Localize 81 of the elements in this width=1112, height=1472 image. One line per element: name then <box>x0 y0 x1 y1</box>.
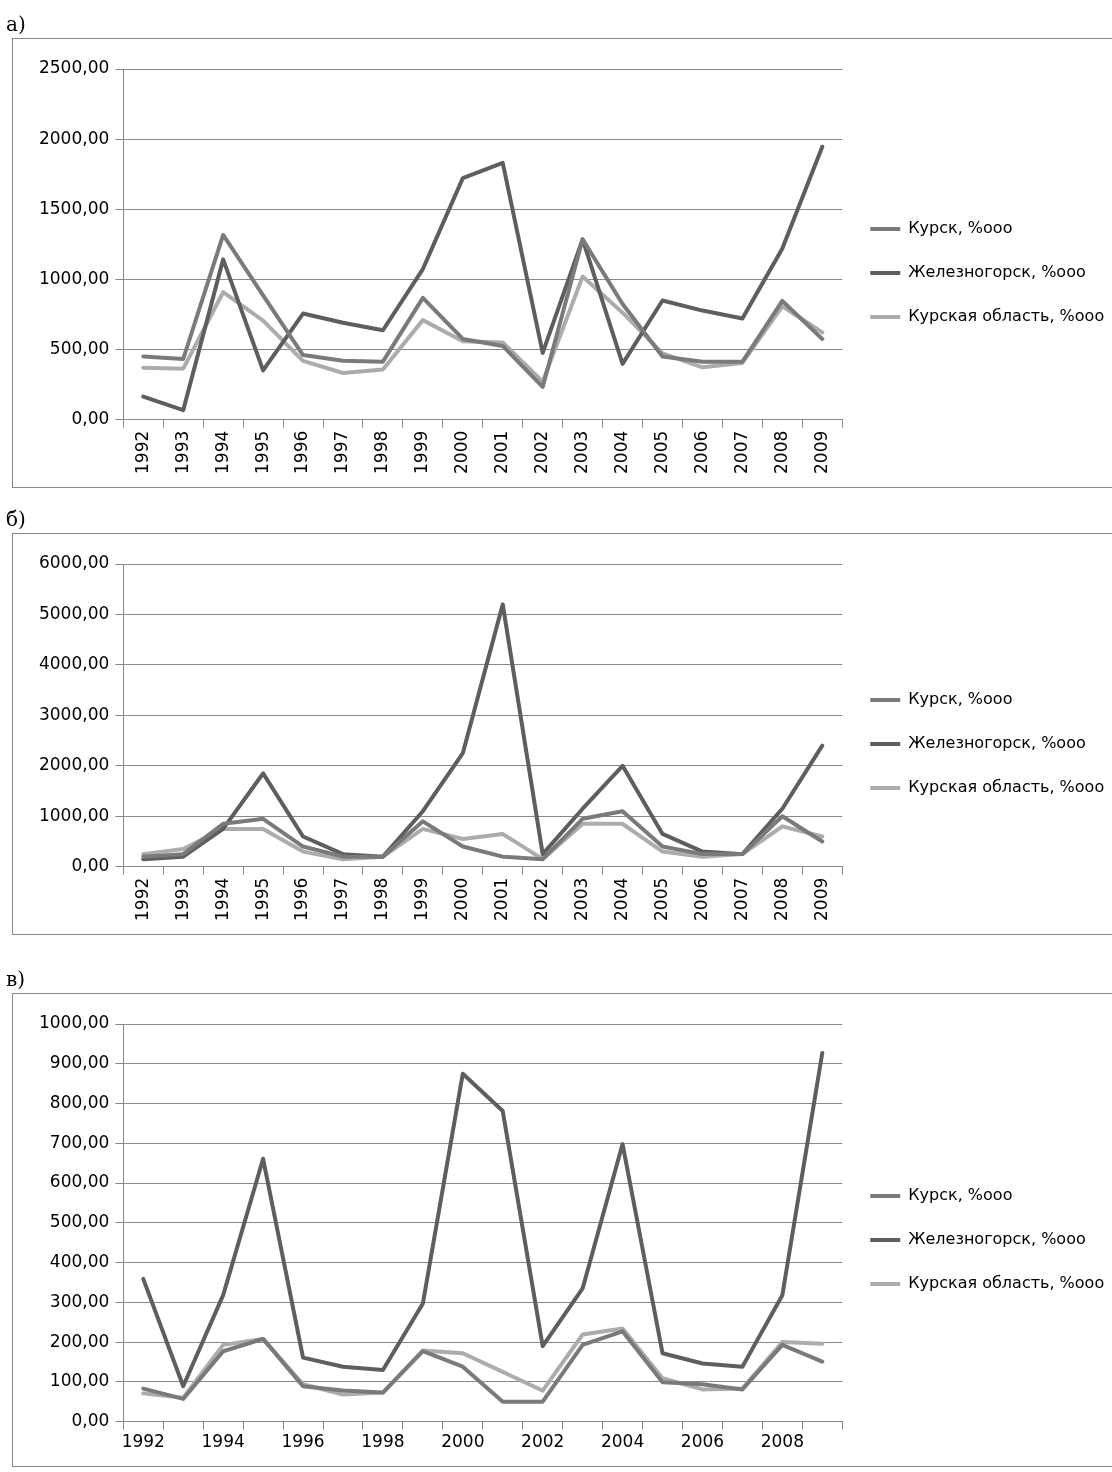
x-tick-label: 2009 <box>810 430 831 474</box>
legend-label: Курская область, %ооо <box>908 1273 1105 1293</box>
x-tick-label: 1992 <box>131 430 152 474</box>
y-tick-label: 5000,00 <box>38 602 110 623</box>
x-tick-label: 1998 <box>371 877 392 921</box>
x-tick-label: 1995 <box>251 877 272 921</box>
x-tick-label: 2000 <box>441 1431 485 1452</box>
x-tick-label: 2000 <box>451 877 472 921</box>
x-tick-label: 1998 <box>371 430 392 474</box>
y-tick-label: 1000,00 <box>38 1012 110 1033</box>
legend-label: Курская область, %ооо <box>908 777 1105 797</box>
y-tick-label: 0,00 <box>71 1410 110 1431</box>
x-tick-label: 2005 <box>650 877 671 921</box>
x-tick-label: 1996 <box>291 430 312 474</box>
y-tick-label: 0,00 <box>71 408 110 429</box>
legend-label: Курск, %ооо <box>908 689 1013 709</box>
x-tick-label: 2003 <box>571 430 592 474</box>
x-tick-label: 2004 <box>610 430 631 474</box>
legend-label: Железногорск, %ооо <box>908 1229 1086 1249</box>
y-tick-label: 800,00 <box>49 1091 110 1112</box>
x-tick-label: 2008 <box>770 430 791 474</box>
x-tick-label: 2001 <box>491 430 512 474</box>
x-tick-label: 2008 <box>760 1431 804 1452</box>
x-tick-label: 1992 <box>121 1431 165 1452</box>
y-tick-label: 1500,00 <box>38 197 110 218</box>
x-tick-label: 1996 <box>291 877 312 921</box>
x-tick-label: 2005 <box>650 430 671 474</box>
x-tick-label: 1997 <box>331 430 352 474</box>
x-tick-label: 1995 <box>251 430 272 474</box>
x-tick-label: 2009 <box>810 877 831 921</box>
chart-title: в) <box>6 966 27 993</box>
x-tick-label: 1994 <box>211 877 232 921</box>
x-tick-label: 2002 <box>531 430 552 474</box>
y-tick-label: 1000,00 <box>38 267 110 288</box>
legend-label: Курск, %ооо <box>908 218 1013 238</box>
x-tick-label: 2006 <box>680 1431 725 1452</box>
y-tick-label: 2000,00 <box>38 127 110 148</box>
y-tick-label: 0,00 <box>71 855 110 876</box>
x-tick-label: 1999 <box>411 430 432 474</box>
x-tick-label: 2004 <box>600 1431 645 1452</box>
x-tick-label: 1997 <box>331 877 352 921</box>
legend-label: Железногорск, %ооо <box>908 262 1086 282</box>
x-tick-label: 2007 <box>730 430 751 474</box>
x-tick-label: 2002 <box>531 877 552 921</box>
y-tick-label: 3000,00 <box>38 703 110 724</box>
x-tick-label: 1993 <box>171 877 192 921</box>
y-tick-label: 200,00 <box>49 1330 110 1351</box>
y-tick-label: 2000,00 <box>38 754 110 775</box>
y-tick-label: 500,00 <box>49 1211 110 1232</box>
legend-label: Курская область, %ооо <box>908 306 1105 326</box>
x-tick-label: 1994 <box>211 430 232 474</box>
legend-label: Курск, %ооо <box>908 1185 1013 1205</box>
x-tick-label: 2004 <box>610 877 631 921</box>
x-tick-label: 2007 <box>730 877 751 921</box>
y-tick-label: 500,00 <box>49 338 110 359</box>
x-tick-label: 2006 <box>690 430 711 474</box>
x-tick-label: 2006 <box>690 877 711 921</box>
x-tick-label: 2000 <box>451 430 472 474</box>
y-tick-label: 900,00 <box>49 1052 110 1073</box>
chart-title: а) <box>6 11 27 38</box>
x-tick-label: 1996 <box>281 1431 325 1452</box>
x-tick-label: 1994 <box>201 1431 245 1452</box>
chart-title: б) <box>6 506 27 533</box>
x-tick-label: 2001 <box>491 877 512 921</box>
y-tick-label: 300,00 <box>49 1290 110 1311</box>
x-tick-label: 2002 <box>521 1431 565 1452</box>
y-tick-label: 400,00 <box>49 1250 110 1271</box>
y-tick-label: 2500,00 <box>38 57 110 78</box>
y-tick-label: 600,00 <box>49 1171 110 1192</box>
y-tick-label: 1000,00 <box>38 804 110 825</box>
x-tick-label: 1993 <box>171 430 192 474</box>
y-tick-label: 700,00 <box>49 1131 110 1152</box>
x-tick-label: 1998 <box>361 1431 405 1452</box>
x-tick-label: 1992 <box>131 877 152 921</box>
x-tick-label: 2003 <box>571 877 592 921</box>
x-tick-label: 1999 <box>411 877 432 921</box>
y-tick-label: 4000,00 <box>38 653 110 674</box>
legend-label: Железногорск, %ооо <box>908 733 1086 753</box>
y-tick-label: 100,00 <box>49 1370 110 1391</box>
y-tick-label: 6000,00 <box>38 552 110 573</box>
x-tick-label: 2008 <box>770 877 791 921</box>
